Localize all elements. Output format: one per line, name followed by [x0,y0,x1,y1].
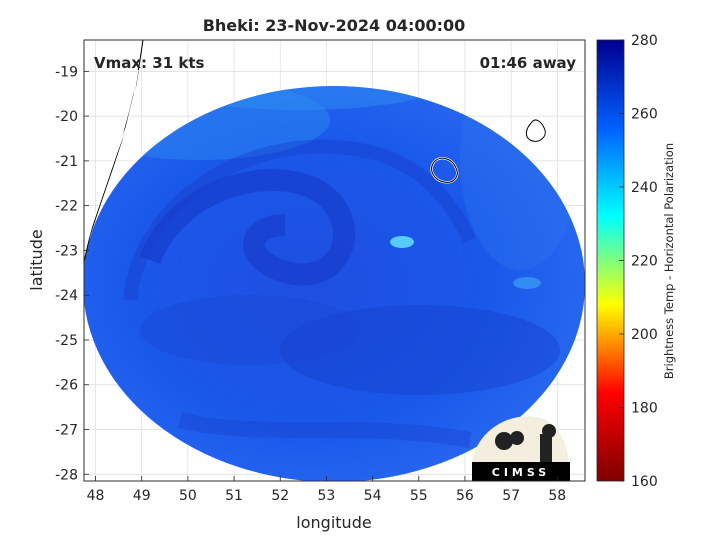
colorbar-tick-label: 240 [631,180,658,196]
y-tick-label: -23 [55,243,78,259]
y-tick-label: -20 [55,109,78,125]
y-tick-label: -22 [55,199,78,215]
colorbar-tick-label: 180 [631,401,658,417]
y-tick-label: -26 [55,378,78,394]
x-tick-label: 51 [225,488,243,504]
spiral-band [139,169,356,286]
y-tick-label: -25 [55,333,78,349]
y-axis-label: latitude [27,229,46,290]
x-tick-label: 57 [502,488,520,504]
y-tick-label: -19 [55,64,78,80]
y-tick-label: -27 [55,423,78,439]
y-tick-label: -28 [55,467,78,483]
warm-spot [390,236,414,248]
y-tick-label: -21 [55,154,78,170]
x-tick-label: 54 [364,488,382,504]
colorbar-tick-label: 220 [631,254,658,270]
chart-title: Bheki: 23-Nov-2024 04:00:00 [203,16,466,35]
cimss-logo: CIMSS [472,416,570,481]
y-axis: -19 -20 -21 -22 -23 -24 -25 -26 -27 -28 [55,64,89,483]
x-tick-label: 49 [133,488,151,504]
logo-text: CIMSS [492,466,550,479]
y-tick-label: -24 [55,288,78,304]
colorbar-tick-label: 160 [631,474,658,490]
x-tick-label: 56 [456,488,474,504]
x-axis-label: longitude [296,513,371,532]
x-tick-label: 50 [179,488,197,504]
x-tick-label: 48 [87,488,105,504]
colorbar-tick-label: 200 [631,327,658,343]
x-axis: 48 49 50 51 52 53 54 55 56 57 58 [87,476,566,504]
colorbar-ticks: 160 180 200 220 240 260 280 [619,33,658,490]
x-tick-label: 58 [548,488,566,504]
x-tick-label: 52 [271,488,289,504]
colorbar-tick-label: 260 [631,107,658,123]
madagascar-coastline-inner [84,69,139,256]
x-tick-label: 53 [318,488,336,504]
x-tick-label: 55 [410,488,428,504]
time-away-annotation: 01:46 away [480,54,577,72]
plot-frame [83,39,586,482]
colorbar-label: Brightness Temp - Horizontal Polarizatio… [662,143,676,379]
vmax-annotation: Vmax: 31 kts [94,54,204,72]
colorbar-tick-label: 280 [631,33,658,49]
